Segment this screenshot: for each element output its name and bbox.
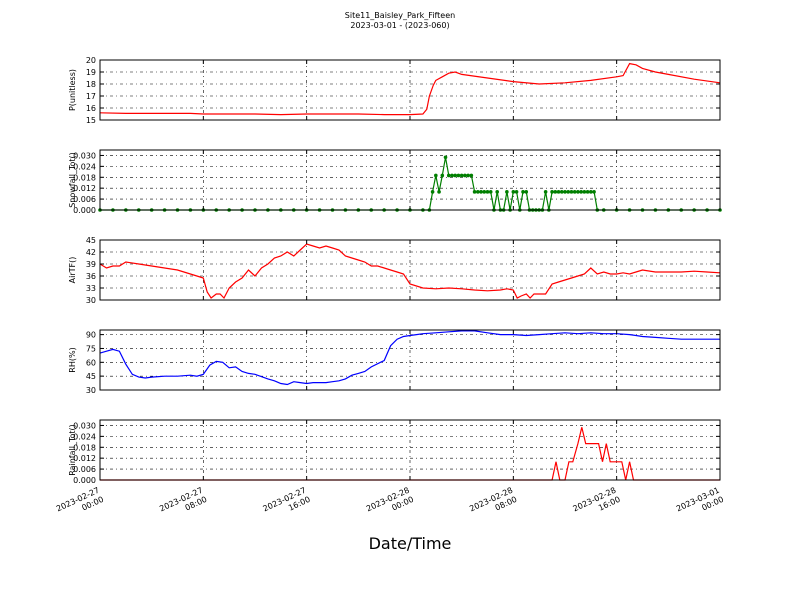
y-tick-label: 0.006	[73, 465, 96, 474]
y-tick-label: 0.012	[73, 184, 96, 193]
y-tick-label: 18	[86, 80, 96, 89]
y-tick-label: 0.030	[73, 151, 96, 160]
y-tick-label: 20	[86, 56, 96, 65]
data-point	[524, 190, 529, 194]
data-point	[589, 190, 593, 194]
data-point	[430, 190, 435, 194]
data-point	[463, 173, 467, 178]
data-point	[556, 190, 561, 194]
data-point	[453, 173, 458, 178]
data-point	[495, 190, 499, 194]
data-point	[511, 190, 516, 194]
subplot-4: 30 45 60 75 90 RH(%)	[68, 329, 721, 395]
x-tick-label: 2023-02-2716:00	[262, 486, 312, 523]
data-point	[566, 190, 571, 194]
y-tick-label: 17	[86, 92, 96, 101]
data-point	[559, 190, 564, 194]
data-point	[582, 190, 587, 194]
y-tick-label: 42	[86, 248, 96, 257]
subplot-2: 0.000 0.006 0.012 0.018 0.024 0.030Snowfall_T…	[68, 149, 722, 215]
x-axis-label: Date/Time	[368, 534, 452, 553]
data-point	[543, 190, 548, 194]
y-tick-label: 0.000	[73, 476, 96, 485]
data-point	[579, 190, 583, 194]
y-tick-label: 36	[86, 272, 96, 281]
y-axis-label: Rainfall_Tot()	[68, 424, 77, 476]
y-tick-label: 75	[86, 344, 96, 353]
data-point	[505, 190, 509, 194]
data-point	[479, 190, 483, 194]
y-tick-label: 45	[86, 236, 96, 245]
series-line-4	[99, 330, 720, 386]
y-tick-label: 0.018	[73, 173, 96, 182]
data-point	[443, 155, 448, 160]
data-point	[514, 190, 519, 194]
y-tick-label: 30	[86, 296, 96, 305]
data-point	[521, 190, 525, 194]
figure-title-line1: Site11_Baisley_Park_Fifteen	[344, 11, 456, 20]
data-point	[476, 190, 480, 194]
subplot-5: 0.000 0.006 0.012 0.018 0.024 0.030Rainfall_T…	[55, 419, 725, 523]
y-tick-label: 45	[86, 372, 96, 381]
subplot-3: 30 33 36 39 42 45 AirTF()	[68, 236, 721, 305]
subplot-1: 15 16 17 18 19 20 P(unitless)	[68, 56, 721, 125]
y-tick-label: 0.024	[73, 432, 96, 441]
y-axis-label: RH(%)	[68, 347, 77, 372]
x-tick-label: 2023-02-2708:00	[158, 486, 208, 523]
y-axis-label: P(unitless)	[68, 69, 77, 111]
y-tick-label: 16	[86, 104, 96, 113]
x-tick-label: 2023-03-0100:00	[675, 486, 725, 523]
data-point	[437, 190, 441, 194]
series-line-1	[99, 62, 721, 116]
data-point	[459, 173, 464, 178]
data-point	[450, 173, 454, 178]
data-point	[434, 173, 438, 178]
data-point	[553, 190, 558, 194]
data-point	[466, 173, 470, 178]
data-point	[569, 190, 574, 194]
y-tick-label: 0.006	[73, 195, 96, 204]
data-point	[550, 190, 554, 194]
x-tick-label: 2023-02-2800:00	[365, 486, 415, 523]
x-tick-label: 2023-02-2808:00	[468, 486, 518, 523]
y-tick-label: 90	[86, 331, 96, 340]
figure-title-line2: 2023-03-01 - (2023-060)	[350, 21, 450, 30]
data-point	[469, 173, 474, 178]
y-tick-label: 60	[86, 358, 96, 367]
data-point	[572, 190, 577, 194]
data-point	[472, 190, 477, 194]
y-tick-label: 0.030	[73, 421, 96, 430]
data-point	[446, 173, 451, 178]
x-tick-label: 2023-02-2700:00	[55, 486, 105, 523]
y-tick-label: 0.018	[73, 443, 96, 452]
y-axis-label: AirTF()	[68, 257, 77, 284]
y-tick-label: 15	[86, 116, 96, 125]
y-tick-label: 0.000	[73, 206, 96, 215]
data-point	[563, 190, 567, 194]
x-tick-label: 2023-02-2816:00	[572, 486, 622, 523]
data-point	[440, 173, 445, 178]
data-point	[592, 190, 596, 194]
y-axis-label: Snowfall_Tot()	[68, 152, 77, 208]
y-tick-label: 33	[86, 284, 96, 293]
data-point	[585, 190, 590, 194]
y-tick-label: 39	[86, 260, 96, 269]
series-line-3	[99, 243, 721, 300]
y-tick-label: 19	[86, 68, 96, 77]
data-point	[488, 190, 493, 194]
y-tick-label: 30	[86, 386, 96, 395]
data-point	[485, 190, 490, 194]
data-point	[482, 190, 487, 194]
data-point	[456, 173, 461, 178]
data-point	[576, 190, 580, 194]
y-tick-label: 0.024	[73, 162, 96, 171]
y-tick-label: 0.012	[73, 454, 96, 463]
